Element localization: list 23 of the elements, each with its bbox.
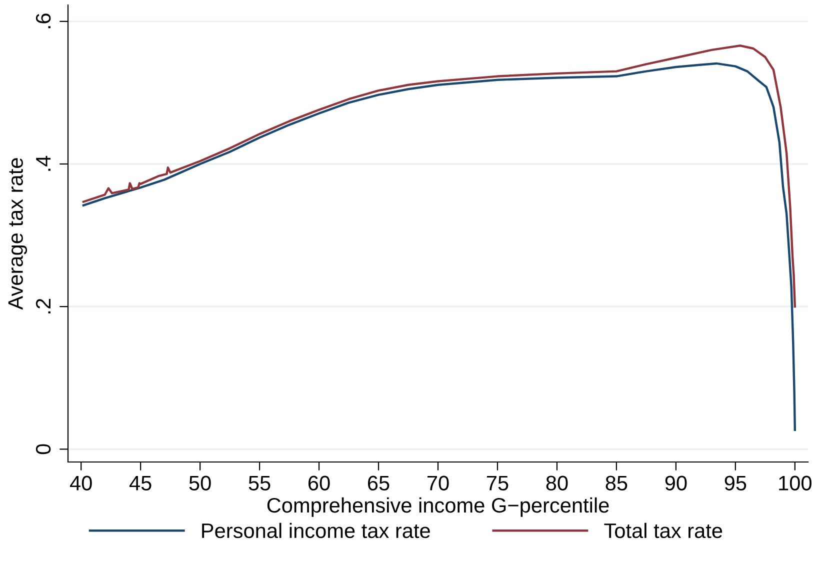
x-tick-label: 55 [248,476,270,490]
x-tick-label: 65 [368,476,390,490]
x-tick-label: 90 [665,476,687,490]
line-series [82,44,796,308]
x-tick-label: 50 [189,476,211,490]
x-tick-label: 100 [779,476,812,490]
x-tick-label: 70 [427,476,449,490]
legend-label: Total tax rate [604,522,722,538]
x-tick-label: 45 [129,476,152,490]
x-tick-label: 40 [70,476,92,490]
x-axis-title: Comprehensive income G−percentile [267,497,609,517]
x-tick-label: 85 [606,476,628,490]
y-axis-title: Average tax rate [8,158,28,310]
x-tick-label: 95 [724,476,746,490]
y-tick-label: 0 [36,444,51,454]
y-tick-label: .6 [36,14,51,28]
line-series [82,62,796,432]
x-tick-label: 80 [546,476,568,490]
x-tick-label: 75 [486,476,508,490]
legend-label: Personal income tax rate [202,522,430,538]
x-tick-label: 60 [308,476,330,490]
y-tick-label: .2 [36,298,50,314]
y-tick-label: .4 [36,156,50,171]
